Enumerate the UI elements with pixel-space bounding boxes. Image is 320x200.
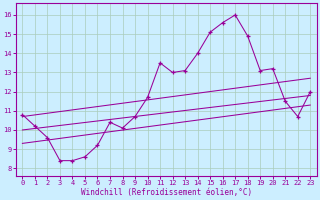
X-axis label: Windchill (Refroidissement éolien,°C): Windchill (Refroidissement éolien,°C) xyxy=(81,188,252,197)
